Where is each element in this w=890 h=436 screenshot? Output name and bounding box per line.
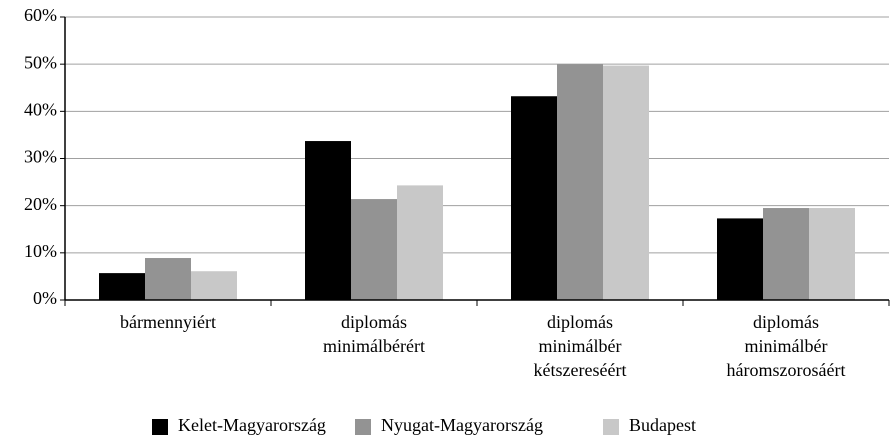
bar <box>511 96 557 301</box>
x-tick-label: diplomás minimálbér kétszereséért <box>534 312 627 380</box>
bar <box>191 271 237 300</box>
y-tick-label: 50% <box>24 52 57 72</box>
bar <box>99 273 145 300</box>
y-tick-label: 40% <box>24 99 57 119</box>
bar <box>351 199 397 300</box>
y-tick-label: 20% <box>24 194 57 214</box>
legend-label: Kelet-Magyarország <box>178 415 326 435</box>
bar <box>603 65 649 300</box>
bar <box>763 208 809 300</box>
y-tick-label: 30% <box>24 147 57 167</box>
y-tick-label: 10% <box>24 241 57 261</box>
legend-label: Nyugat-Magyarország <box>381 415 543 435</box>
y-tick-label: 0% <box>33 288 57 308</box>
x-tick-label: diplomás minimálbérért <box>323 312 425 356</box>
y-tick-label: 60% <box>24 5 57 25</box>
bar <box>397 185 443 300</box>
bar <box>145 258 191 300</box>
x-tick-label: bármennyiért <box>120 312 216 332</box>
bar <box>305 141 351 300</box>
legend-label: Budapest <box>629 415 696 435</box>
bar <box>809 208 855 300</box>
bar <box>557 64 603 301</box>
legend-swatch <box>152 419 168 435</box>
x-tick-label: diplomás minimálbér háromszorosáért <box>727 312 846 380</box>
legend-swatch <box>603 419 619 435</box>
bar <box>717 218 763 300</box>
legend-swatch <box>355 419 371 435</box>
